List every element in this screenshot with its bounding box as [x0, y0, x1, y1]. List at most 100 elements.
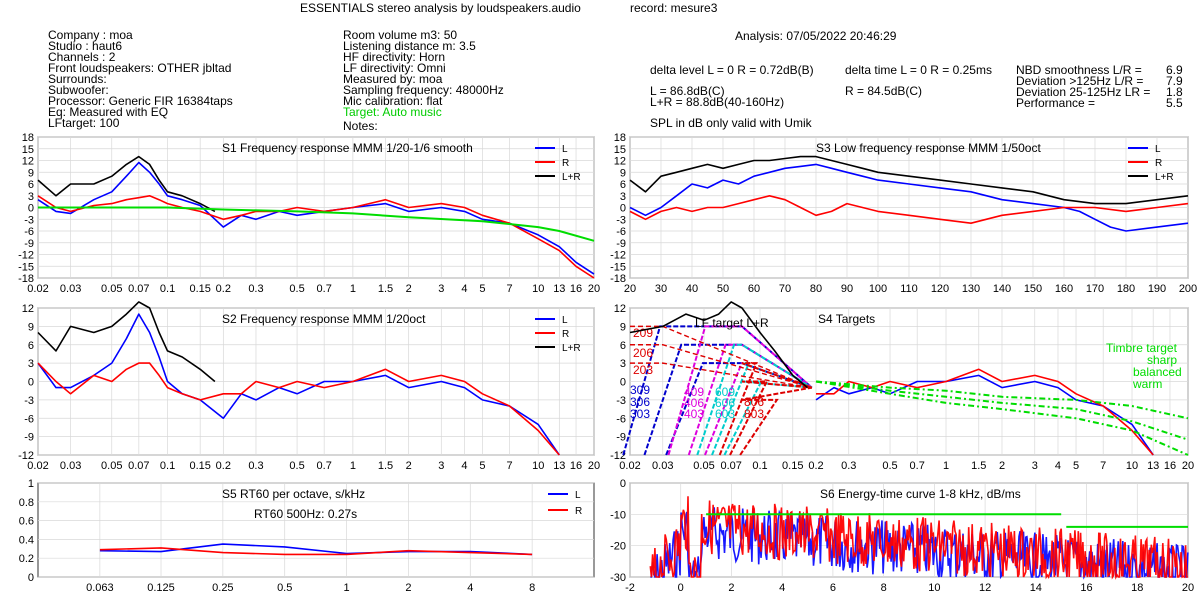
x-tick-label: 5: [479, 283, 485, 295]
target-label: 303: [630, 407, 650, 421]
x-tick-label: 0.5: [289, 460, 304, 472]
x-tick-label: 0.05: [693, 460, 714, 472]
x-tick-label: 13: [1147, 460, 1159, 472]
x-tick-label: 0.1: [160, 283, 175, 295]
y-tick-label: 12: [614, 156, 626, 168]
target-400: [687, 343, 813, 456]
legend-entry: L+R: [562, 343, 581, 354]
y-tick-label: -3: [24, 214, 34, 226]
y-tick-label: 15: [22, 144, 34, 156]
timbre-sharp-label: sharp: [1147, 353, 1177, 367]
x-tick-label: 0: [678, 582, 684, 594]
metric-nbd-value: 6.9: [1166, 63, 1183, 77]
lf-target-label: LF target L+R: [695, 316, 769, 330]
x-tick-label: 8: [881, 582, 887, 594]
target-200: [630, 362, 812, 389]
y-tick-label: 0.6: [19, 516, 34, 528]
legend-entry: L: [562, 144, 568, 155]
x-tick-label: 1.5: [378, 283, 393, 295]
y-tick-label: 15: [614, 144, 626, 156]
x-tick-label: 8: [529, 582, 535, 594]
x-tick-label: 0.2: [216, 283, 231, 295]
x-tick-label: 1: [943, 460, 949, 472]
y-tick-label: -3: [616, 214, 626, 226]
y-tick-label: 12: [22, 303, 34, 315]
y-tick-label: -10: [610, 509, 626, 521]
timbre-balanced-label: balanced: [1133, 365, 1182, 379]
target-300: [622, 325, 813, 456]
x-tick-label: 16: [1080, 582, 1092, 594]
series-line-lr: [629, 301, 809, 389]
x-tick-label: 0.1: [752, 460, 767, 472]
x-tick-label: 0.07: [128, 460, 149, 472]
x-tick-label: 110: [900, 283, 918, 295]
chart-title: S1 Frequency response MMM 1/20-1/6 smoot…: [222, 141, 473, 155]
x-tick-label: 30: [655, 283, 667, 295]
series-line-lr: [37, 155, 216, 213]
x-tick-label: 140: [993, 283, 1011, 295]
x-tick-label: 0.03: [652, 460, 673, 472]
series-line-l: [629, 163, 1189, 232]
timbre-target-label: Timbre target: [1106, 341, 1178, 355]
target-label: 403: [684, 407, 704, 421]
x-tick-label: 16: [570, 460, 582, 472]
target-800: [729, 380, 812, 456]
y-tick-label: -6: [24, 226, 34, 238]
x-tick-label: 0.7: [317, 460, 332, 472]
y-tick-label: -30: [610, 572, 626, 584]
y-tick-label: 6: [620, 179, 626, 191]
info-company: Company : moa: [48, 28, 133, 42]
x-tick-label: 7: [506, 460, 512, 472]
series-line-target: [38, 206, 595, 242]
info-processor: Processor: Generic FIR 16384taps: [48, 94, 233, 108]
page-title: ESSENTIALS stereo analysis by loudspeake…: [300, 1, 581, 15]
metric-dev-lf-value: 1.8: [1166, 85, 1183, 99]
x-tick-label: 1.5: [378, 460, 393, 472]
x-tick-label: 100: [869, 283, 887, 295]
x-tick-label: 70: [779, 283, 791, 295]
y-tick-label: -9: [24, 432, 34, 444]
y-tick-label: -3: [616, 395, 626, 407]
series-line-l: [37, 161, 595, 275]
legend-entry: R: [562, 329, 569, 340]
x-tick-label: 13: [553, 460, 565, 472]
x-tick-label: 0.15: [189, 460, 210, 472]
x-tick-label: 12: [979, 582, 991, 594]
x-tick-label: 6: [830, 582, 836, 594]
x-tick-label: 40: [686, 283, 698, 295]
x-tick-label: 4: [779, 582, 785, 594]
x-tick-label: 3: [438, 283, 444, 295]
y-tick-label: 0: [620, 203, 626, 215]
x-tick-label: 20: [624, 283, 636, 295]
x-tick-label: 190: [1148, 283, 1166, 295]
x-tick-label: 0.1: [160, 460, 175, 472]
chart-title: S3 Low frequency response MMM 1/50oct: [816, 141, 1041, 155]
info-lf-directivity: LF directivity: Omni: [343, 61, 446, 75]
y-tick-label: 0.4: [19, 534, 34, 546]
x-tick-label: 13: [553, 283, 565, 295]
y-tick-label: 18: [614, 132, 626, 144]
x-tick-label: 2: [999, 460, 1005, 472]
x-tick-label: 0.07: [128, 283, 149, 295]
y-tick-label: 18: [22, 132, 34, 144]
x-tick-label: 2: [405, 582, 411, 594]
target-label: 609: [715, 385, 735, 399]
x-tick-label: 10: [928, 582, 940, 594]
target-label: 409: [684, 385, 704, 399]
chart-s5: 0.063 0.125 0.25 0.5 1 2 4 8 0 0.2 0.4 0.6 0.8 1 S5 RT…: [19, 478, 595, 594]
series-line-l: [815, 374, 1154, 456]
x-tick-label: 90: [841, 283, 853, 295]
info-lftarget: LFtarget: 100: [48, 116, 120, 130]
x-tick-label: 3: [1032, 460, 1038, 472]
x-tick-label: 200: [1179, 283, 1197, 295]
y-tick-label: 3: [620, 358, 626, 370]
series-line-r: [37, 195, 595, 279]
x-tick-label: 3: [438, 460, 444, 472]
x-tick-label: 150: [1024, 283, 1042, 295]
x-tick-label: 4: [467, 582, 473, 594]
target-label: 603: [715, 407, 735, 421]
x-tick-label: 2: [728, 582, 734, 594]
info-sampling-frequency: Sampling frequency: 48000Hz: [343, 83, 504, 97]
y-tick-label: 0: [28, 203, 34, 215]
